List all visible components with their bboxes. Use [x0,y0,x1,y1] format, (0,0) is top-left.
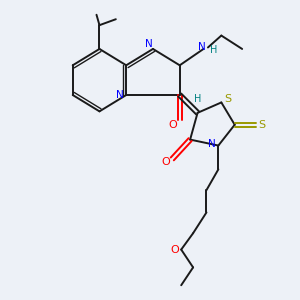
Text: S: S [224,94,231,104]
Text: S: S [258,120,265,130]
Text: H: H [210,45,218,56]
Text: N: N [145,40,152,50]
Text: N: N [116,90,124,100]
Text: N: N [198,43,206,52]
Text: O: O [170,244,179,255]
Text: O: O [168,120,177,130]
Text: N: N [208,139,216,149]
Text: O: O [161,157,170,167]
Text: H: H [194,94,201,104]
